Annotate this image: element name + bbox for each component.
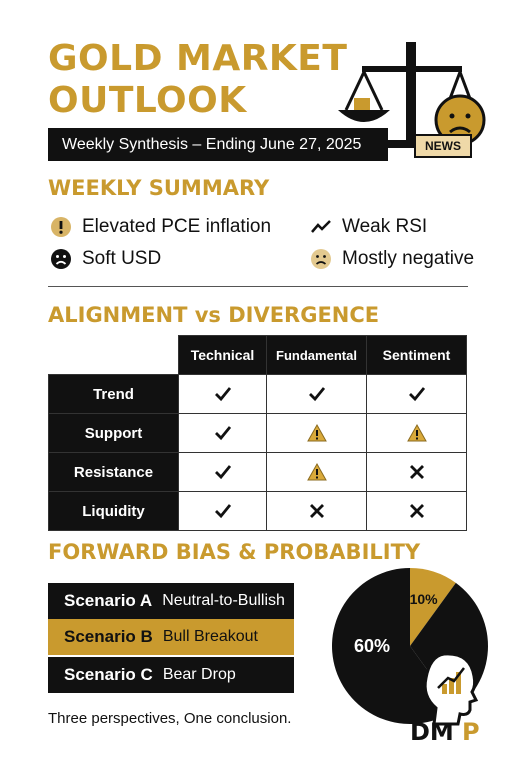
- summary-item-usd: Soft USD: [50, 247, 161, 271]
- matrix-row: Trend: [48, 374, 467, 414]
- matrix-cell: [178, 374, 267, 414]
- warning-icon: [306, 462, 327, 481]
- title-line-1: GOLD MARKET: [48, 38, 348, 79]
- cross-icon: [309, 504, 324, 518]
- matrix-cell: [266, 413, 367, 453]
- matrix-row: Liquidity: [48, 491, 467, 531]
- check-icon: [214, 387, 231, 402]
- svg-text:DM: DM: [410, 718, 454, 744]
- title-line-2: OUTLOOK: [48, 80, 247, 121]
- pie-slice-label: 60%: [354, 636, 390, 656]
- alignment-heading: ALIGNMENT vs DIVERGENCE: [48, 303, 380, 327]
- pie-slice-label: 10%: [410, 591, 439, 607]
- matrix-cell: [366, 491, 467, 531]
- scenario-name: Scenario C: [64, 665, 153, 684]
- summary-item-label: Weak RSI: [342, 216, 428, 237]
- summary-item-label: Elevated PCE inflation: [82, 216, 272, 237]
- page-title: GOLD MARKET OUTLOOK: [48, 38, 348, 122]
- summary-item-rsi: Weak RSI: [310, 215, 427, 239]
- dmp-logo: DM P: [410, 652, 480, 744]
- summary-item-label: Soft USD: [82, 248, 162, 269]
- matrix-col-header: Technical: [178, 335, 267, 375]
- cross-icon: [409, 504, 424, 518]
- scenario-desc: Bull Breakout: [162, 628, 258, 645]
- cross-icon: [409, 465, 424, 479]
- matrix-cell: [266, 374, 367, 414]
- summary-item-sentiment: Mostly negative: [310, 247, 474, 271]
- check-icon: [214, 426, 231, 441]
- matrix-cell: [178, 413, 267, 453]
- check-icon: [408, 387, 425, 402]
- weekly-summary-heading: WEEKLY SUMMARY: [48, 176, 270, 200]
- check-icon: [308, 387, 325, 402]
- scenario-c: Scenario C Bear Drop: [48, 657, 294, 693]
- matrix-row-label: Support: [48, 413, 179, 453]
- scenario-desc: Bear Drop: [162, 666, 236, 683]
- matrix-cell: [266, 452, 367, 492]
- scenario-desc: Neutral-to-Bullish: [162, 592, 285, 609]
- warning-icon: [406, 423, 427, 442]
- matrix-corner: [48, 335, 179, 375]
- svg-text:P: P: [462, 718, 480, 744]
- alignment-matrix: Technical Fundamental Sentiment Trend Sup…: [48, 335, 467, 531]
- news-tag: NEWS: [414, 134, 472, 158]
- frown-face-icon: [51, 249, 71, 269]
- exclamation-circle-icon: [51, 217, 71, 237]
- summary-item-pce: Elevated PCE inflation: [50, 215, 271, 239]
- scenario-a: Scenario A Neutral-to-Bullish: [48, 583, 294, 619]
- warning-icon: [306, 423, 327, 442]
- scenario-b: Scenario B Bull Breakout: [48, 619, 294, 655]
- matrix-cell: [178, 452, 267, 492]
- subtitle-bar: Weekly Synthesis – Ending June 27, 2025: [48, 128, 388, 161]
- forward-bias-heading: FORWARD BIAS & PROBABILITY: [48, 540, 421, 564]
- section-divider: [48, 286, 468, 287]
- scenario-name: Scenario B: [64, 627, 153, 646]
- matrix-row-label: Resistance: [48, 452, 179, 492]
- matrix-cell: [366, 452, 467, 492]
- check-icon: [214, 465, 231, 480]
- matrix-col-header: Sentiment: [366, 335, 467, 375]
- matrix-col-header: Fundamental: [266, 335, 367, 375]
- matrix-cell: [178, 491, 267, 531]
- matrix-cell: [366, 374, 467, 414]
- scenario-name: Scenario A: [64, 591, 153, 610]
- matrix-row-label: Liquidity: [48, 491, 179, 531]
- footer-tagline: Three perspectives, One conclusion.: [48, 710, 292, 727]
- matrix-cell: [266, 491, 367, 531]
- matrix-cell: [366, 413, 467, 453]
- summary-item-label: Mostly negative: [342, 248, 475, 269]
- matrix-row-label: Trend: [48, 374, 179, 414]
- pie-slice: [410, 568, 456, 646]
- matrix-row: Resistance: [48, 452, 467, 492]
- check-icon: [214, 504, 231, 519]
- matrix-row: Support: [48, 413, 467, 453]
- sad-face-icon: [311, 249, 331, 269]
- trend-line-icon: [311, 220, 331, 233]
